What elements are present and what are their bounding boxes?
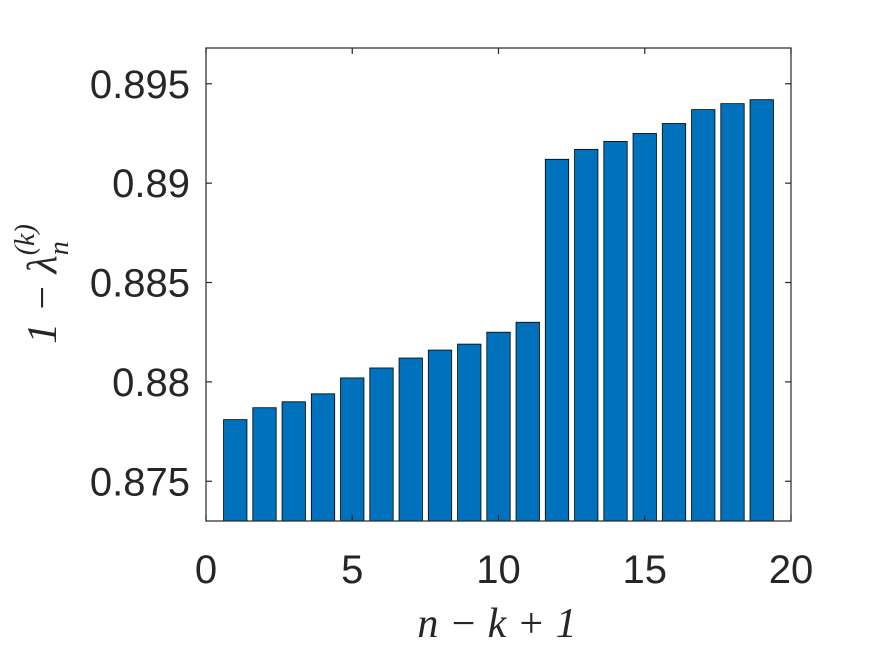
bar-13 [574,148,599,522]
bar-19 [749,99,774,522]
x-tick-label: 0 [195,548,217,592]
bar-8 [427,349,453,522]
y-axis-label-superscript: (k) [10,224,41,255]
y-tick-label: 0.88 [112,361,190,405]
y-axis-label: 1 − λn(k) [10,224,75,344]
x-tick-label: 20 [769,548,814,592]
y-tick-label: 0.895 [90,63,190,107]
x-axis-label: n − k + 1 [417,601,576,647]
x-ticks-group: 0 5 10 15 20 [195,48,813,592]
y-tick-label: 0.885 [90,262,190,306]
bar-3 [281,401,306,522]
x-tick-label: 10 [476,548,521,592]
bar-17 [691,109,716,522]
bar-9 [457,343,482,522]
y-axis-label-subscript: n [44,241,75,255]
bars-group [223,99,774,522]
bar-10 [486,331,511,522]
bar-11 [515,321,540,522]
bar-4 [310,393,336,522]
y-tick-label: 0.875 [90,460,190,504]
bar-18 [720,103,745,522]
bar-6 [369,367,394,522]
bar-12 [544,158,570,522]
bar-1 [223,419,248,522]
y-ticks-group: 0.875 0.88 0.885 0.89 0.895 [90,63,791,504]
x-tick-label: 5 [341,548,363,592]
bar-16 [661,123,687,522]
x-tick-label: 15 [623,548,668,592]
bar-2 [252,407,277,522]
y-axis-label-prefix: 1 − λ [20,255,66,344]
y-tick-label: 0.89 [112,162,190,206]
bar-5 [340,377,365,522]
bar-15 [632,133,657,522]
bar-14 [603,141,628,522]
bar-7 [398,357,423,522]
